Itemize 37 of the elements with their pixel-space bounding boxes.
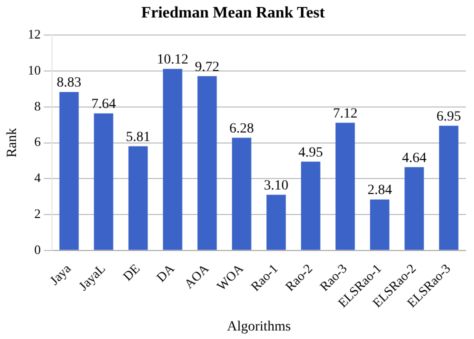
y-tick-label: 0 [34, 242, 41, 257]
bar [128, 146, 148, 250]
bar [94, 113, 114, 250]
bar [59, 92, 79, 250]
bar [301, 162, 320, 250]
y-tick-label: 10 [28, 62, 41, 78]
data-label: 7.12 [332, 106, 358, 122]
data-label: 10.12 [156, 52, 188, 68]
bar [162, 68, 182, 250]
data-label: 4.64 [402, 150, 426, 166]
bar [336, 122, 355, 250]
data-label: 5.81 [126, 130, 150, 145]
data-label: 3.10 [264, 178, 288, 194]
data-label: 6.28 [229, 121, 254, 136]
data-label: 9.72 [194, 60, 220, 75]
data-label: 6.95 [436, 109, 461, 124]
x-tick-label: Jaya [46, 260, 74, 288]
bar [404, 167, 424, 250]
data-label: 7.64 [91, 97, 116, 112]
y-axis-title: Rank [5, 128, 20, 158]
bar [439, 126, 458, 250]
data-label: 4.95 [298, 145, 323, 160]
data-label: 2.84 [367, 183, 392, 198]
x-axis-title: Algorithms [227, 319, 291, 334]
x-tick-label: DE [120, 260, 143, 284]
bar [370, 199, 390, 250]
y-tick-label: 4 [34, 170, 42, 186]
bar [232, 138, 252, 250]
bar [197, 76, 217, 250]
y-tick-label: 12 [28, 26, 41, 42]
bar [266, 194, 286, 250]
chart-title: Friedman Mean Rank Test [141, 4, 326, 22]
x-tick-label: DA [153, 260, 178, 285]
y-tick-label: 8 [34, 98, 41, 114]
y-tick-label: 6 [34, 134, 42, 150]
y-tick-label: 2 [34, 206, 41, 221]
data-label: 8.83 [56, 76, 82, 91]
